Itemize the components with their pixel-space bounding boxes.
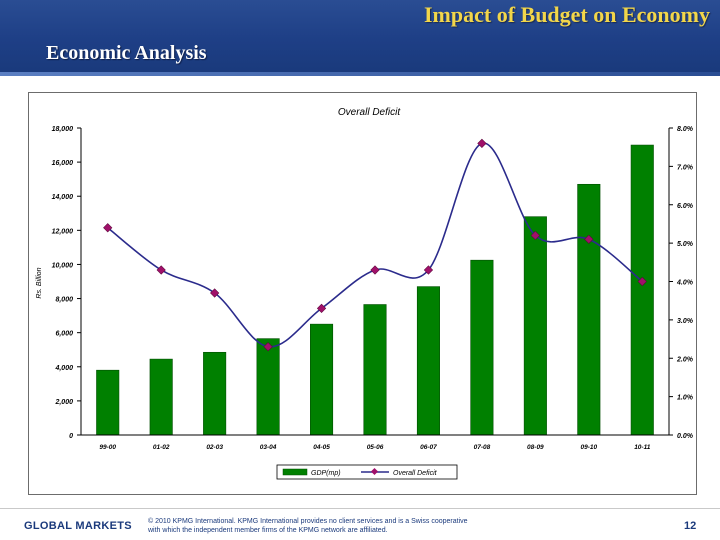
bar-04-05 xyxy=(310,323,334,436)
y2-tick-label: 3.0% xyxy=(677,318,694,325)
footer-copyright-line-1: © 2010 KPMG International. KPMG Internat… xyxy=(148,518,468,525)
x-tick-label: 03-04 xyxy=(260,444,277,451)
x-tick-label: 06-07 xyxy=(420,444,437,451)
y-tick-label: 12,000 xyxy=(52,228,74,235)
y-tick-label: 6,000 xyxy=(55,331,73,338)
legend-swatch-gdp xyxy=(282,468,308,476)
bar-03-04 xyxy=(256,338,280,436)
deficit-point-02-03 xyxy=(210,288,220,298)
deficit-point-10-11 xyxy=(637,276,647,287)
y-tick-label: 8,000 xyxy=(55,297,73,304)
deficit-point-99-00 xyxy=(103,223,113,233)
legend-label-deficit: Overall Deficit xyxy=(393,470,438,477)
legend-label-gdp: GDP(mp) xyxy=(311,470,341,477)
chart-frame: Overall Deficit 0 2,000 4,000 6,000 8,000 10,… xyxy=(28,92,697,495)
chart-title: Overall Deficit xyxy=(338,107,401,118)
y-tick-label: 10,000 xyxy=(52,262,74,269)
bar-01-02 xyxy=(149,358,173,436)
footer-brand: GLOBAL MARKETS xyxy=(24,520,132,532)
bar-10-11 xyxy=(630,144,654,436)
y2-tick-label: 8.0% xyxy=(677,126,694,133)
x-tick-label: 04-05 xyxy=(313,444,330,451)
x-tick-label: 99-00 xyxy=(99,444,116,451)
bar-05-06 xyxy=(363,304,387,436)
legend-swatch-deficit-marker xyxy=(370,467,379,476)
y-tick-label: 16,000 xyxy=(52,160,74,167)
deficit-point-01-02 xyxy=(156,265,166,275)
footer-copyright: © 2010 KPMG International. KPMG Internat… xyxy=(148,517,488,535)
deficit-point-07-08 xyxy=(477,138,487,148)
x-tick-label: 10-11 xyxy=(634,444,651,451)
y2-tick-label: 1.0% xyxy=(677,395,694,402)
y-tick-label: 2,000 xyxy=(54,399,73,406)
deficit-point-03-04 xyxy=(263,342,273,352)
page-title: Impact of Budget on Economy xyxy=(423,2,710,27)
deficit-point-06-07 xyxy=(423,265,434,275)
page-number: 12 xyxy=(684,520,697,532)
bar-08-09 xyxy=(523,216,547,436)
y2-tick-label: 4.0% xyxy=(676,280,694,287)
deficit-point-09-10 xyxy=(584,234,594,244)
header-band xyxy=(0,0,720,72)
page-subtitle: Economic Analysis xyxy=(46,42,207,64)
y2-tick-label: 2.0% xyxy=(676,356,694,363)
overall-deficit-chart: Overall Deficit 0 2,000 4,000 6,000 8,000 10,… xyxy=(36,107,694,480)
x-tick-label: 08-09 xyxy=(527,444,544,451)
y2-tick-label: 7.0% xyxy=(677,164,694,171)
y-axis-label: Rs. Billion xyxy=(36,267,43,298)
footer-copyright-line-2: with which the independent member firms … xyxy=(148,527,388,534)
x-tick-label: 05-06 xyxy=(367,444,384,451)
bar-06-07 xyxy=(416,286,440,436)
y-tick-label: 0 xyxy=(69,433,73,440)
bar-09-10 xyxy=(577,183,601,436)
x-tick-label: 07-08 xyxy=(474,444,491,451)
deficit-line xyxy=(107,142,643,348)
deficit-point-05-06 xyxy=(370,265,380,275)
y2-tick-label: 5.0% xyxy=(677,241,694,248)
y-tick-label: 18,000 xyxy=(52,126,74,133)
y2-tick-label: 0.0% xyxy=(677,433,694,440)
bar-99-00 xyxy=(96,369,120,436)
deficit-point-08-09 xyxy=(530,230,540,241)
footer-divider xyxy=(0,508,720,509)
bar-07-08 xyxy=(470,259,494,436)
x-tick-label: 01-02 xyxy=(153,444,170,451)
bar-02-03 xyxy=(203,351,227,436)
x-tick-label: 09-10 xyxy=(581,444,598,451)
y-tick-label: 4,000 xyxy=(54,365,73,372)
y-tick-label: 14,000 xyxy=(52,194,74,201)
x-tick-label: 02-03 xyxy=(206,444,223,451)
header-divider xyxy=(0,72,720,76)
y2-tick-label: 6.0% xyxy=(677,203,694,210)
deficit-point-04-05 xyxy=(316,303,327,313)
